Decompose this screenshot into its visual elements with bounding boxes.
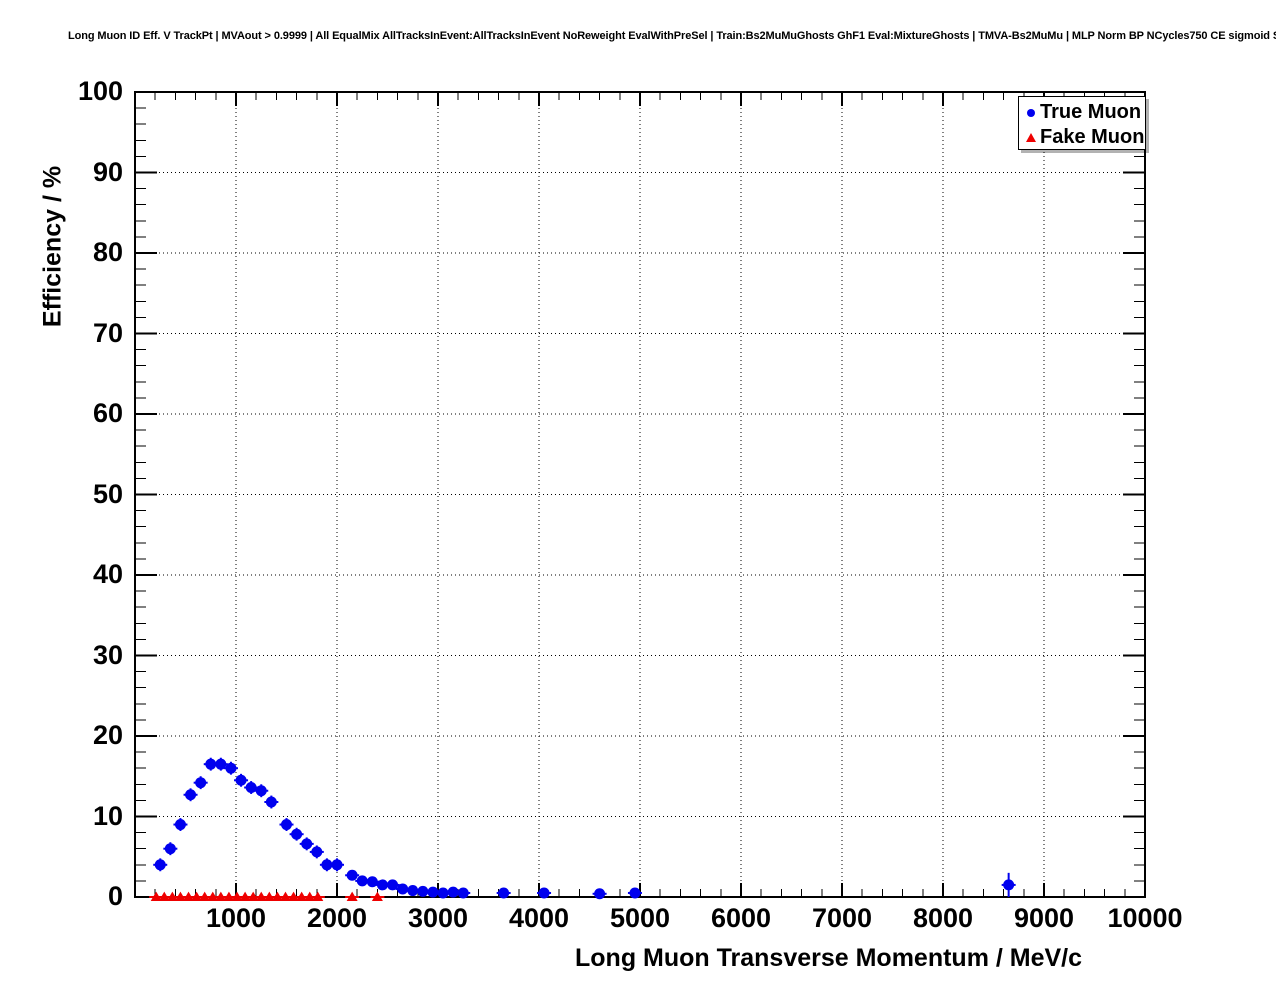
x-tick-label: 8000 [912, 903, 974, 933]
plot-title: Long Muon ID Eff. V TrackPt | MVAout > 0… [68, 30, 1276, 42]
x-tick-label: 4000 [508, 903, 570, 933]
x-tick-label: 10000 [1107, 903, 1183, 933]
x-tick-label: 5000 [609, 903, 671, 933]
y-tick-label: 60 [92, 398, 123, 428]
y-tick-label: 80 [92, 237, 123, 267]
x-tick-label: 1000 [205, 903, 267, 933]
legend-label: True Muon [1040, 101, 1142, 123]
y-tick-label: 100 [77, 76, 123, 106]
legend-entry: True Muon [1023, 99, 1141, 125]
axis-ticks [134, 91, 1146, 898]
grid-lines [135, 92, 1145, 897]
y-tick-label: 90 [92, 156, 123, 187]
y-tick-label: 50 [92, 478, 123, 509]
x-tick-label: 7000 [811, 903, 873, 933]
legend-label: Fake Muon [1040, 126, 1145, 148]
y-tick-label: 40 [92, 559, 123, 589]
series-fake-muon [149, 891, 385, 902]
x-axis-title: Long Muon Transverse Momentum / MeV/c [575, 944, 1083, 972]
y-tick-label: 20 [92, 720, 123, 750]
x-tick-label: 3000 [407, 903, 469, 933]
x-tick-label: 2000 [306, 903, 368, 933]
legend: True Muon Fake Muon [1018, 96, 1146, 150]
triangle-marker-icon [1023, 129, 1039, 145]
series-true-muon [153, 757, 1016, 900]
circle-marker-icon [1023, 104, 1039, 120]
y-tick-label: 30 [92, 639, 123, 670]
x-tick-label: 9000 [1013, 903, 1075, 933]
y-tick-label: 10 [92, 800, 123, 831]
data-series [149, 757, 1016, 902]
y-tick-label: 0 [107, 881, 123, 911]
x-tick-label: 6000 [710, 903, 772, 933]
y-tick-label: 70 [92, 317, 123, 348]
legend-entry: Fake Muon [1023, 124, 1144, 150]
